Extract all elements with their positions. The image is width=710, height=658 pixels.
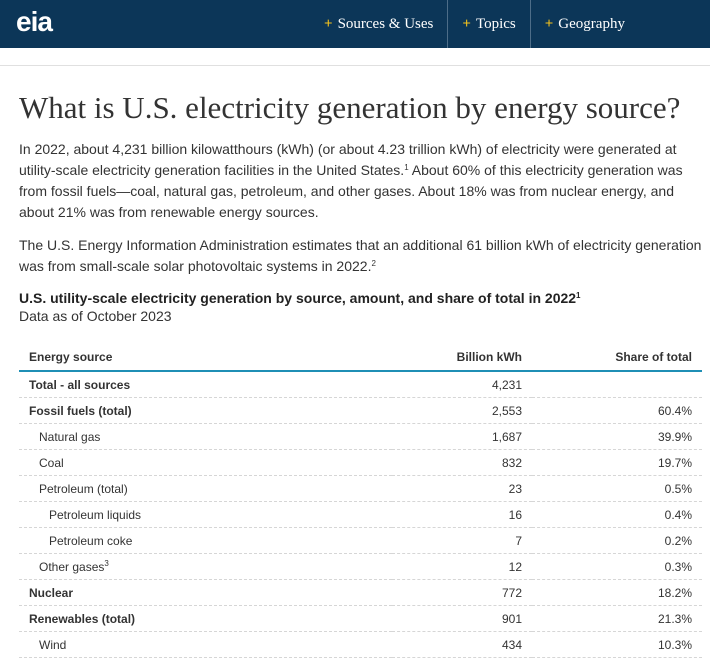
- table-row: Other gases3 12 0.3%: [19, 553, 702, 580]
- table-row: Total - all sources 4,231: [19, 371, 702, 398]
- share-cell: 18.2%: [532, 579, 702, 606]
- table-row: Petroleum coke 7 0.2%: [19, 527, 702, 554]
- table-row: Petroleum liquids 16 0.4%: [19, 501, 702, 528]
- kwh-cell: 12: [392, 553, 532, 580]
- footnote-ref[interactable]: 1: [576, 291, 581, 300]
- text: U.S. utility-scale electricity generatio…: [19, 290, 577, 306]
- share-cell: 0.3%: [532, 553, 702, 580]
- source-cell: Natural gas: [19, 423, 392, 450]
- share-cell: 60.4%: [532, 397, 702, 424]
- nav-label: Topics: [475, 16, 516, 32]
- table-row: Renewables (total) 901 21.3%: [19, 605, 702, 632]
- table-row: Natural gas 1,687 39.9%: [19, 423, 702, 450]
- source: Natural gas: [39, 429, 101, 444]
- nav-item[interactable]: + Geography: [529, 0, 639, 48]
- column-header: Billion kWh: [392, 344, 532, 372]
- paragraph: The U.S. Energy Information Administrati…: [19, 235, 706, 277]
- text: In 2022, about 4,231 billion kilowatthou…: [19, 141, 677, 178]
- table-row: Coal 832 19.7%: [19, 449, 702, 476]
- nav-label: Geography: [558, 16, 625, 32]
- share-cell: 21.3%: [532, 605, 702, 632]
- nav: + Sources & Uses + Topics + Geography: [310, 0, 639, 48]
- kwh-cell: 23: [392, 475, 532, 502]
- source-cell: Petroleum (total): [19, 475, 392, 502]
- source: Renewables (total): [29, 611, 136, 626]
- kwh-cell: 16: [392, 501, 532, 528]
- nav-item[interactable]: + Sources & Uses: [324, 16, 434, 32]
- column-header: Energy source: [19, 344, 392, 372]
- source-cell: Petroleum coke: [19, 527, 392, 554]
- footnote-ref[interactable]: 3: [104, 558, 109, 568]
- source: Other gases: [39, 559, 105, 574]
- source: Coal: [39, 455, 64, 470]
- share-cell: 0.4%: [532, 501, 702, 528]
- source-cell: Fossil fuels (total): [19, 397, 392, 424]
- kwh-cell: 832: [392, 449, 532, 476]
- table-row: Nuclear 772 18.2%: [19, 579, 702, 606]
- column-header: Share of total: [532, 344, 702, 372]
- page-title: What is U.S. electricity generation by e…: [19, 90, 681, 125]
- source: Nuclear: [29, 585, 74, 600]
- footnote-ref[interactable]: 1: [404, 163, 409, 172]
- header-row: Energy source Billion kWh Share of total: [19, 344, 702, 372]
- nav-label: Sources & Uses: [337, 16, 434, 32]
- text: About 60% of this electricity generation…: [19, 162, 683, 220]
- table-row: Fossil fuels (total) 2,553 60.4%: [19, 397, 702, 424]
- share-cell: 0.2%: [532, 527, 702, 554]
- top-bar: eia + Sources & Uses + Topics + Geography: [0, 0, 710, 48]
- paragraph: In 2022, about 4,231 billion kilowatthou…: [19, 139, 706, 223]
- source-cell: Petroleum liquids: [19, 501, 392, 528]
- share-cell: 19.7%: [532, 449, 702, 476]
- source: Total - all sources: [29, 377, 131, 392]
- kwh-cell: 4,231: [392, 371, 532, 398]
- share-cell: 39.9%: [532, 423, 702, 450]
- table-row: Petroleum (total) 23 0.5%: [19, 475, 702, 502]
- source: Petroleum coke: [49, 533, 133, 548]
- table-caption: U.S. utility-scale electricity generatio…: [19, 290, 710, 306]
- source: Petroleum (total): [39, 481, 128, 496]
- source-cell: Coal: [19, 449, 392, 476]
- source-cell: Total - all sources: [19, 371, 392, 398]
- footnote-ref[interactable]: 2: [371, 259, 376, 268]
- source: Petroleum liquids: [49, 507, 142, 522]
- nav-item[interactable]: + Topics: [447, 0, 529, 48]
- share-cell: 0.5%: [532, 475, 702, 502]
- share-cell: [532, 371, 702, 398]
- kwh-cell: 1,687: [392, 423, 532, 450]
- source: Fossil fuels (total): [29, 403, 132, 418]
- divider: [0, 48, 710, 66]
- kwh-cell: 7: [392, 527, 532, 554]
- data-table: Energy source Billion kWh Share of total…: [19, 344, 702, 658]
- table-body: Total - all sources 4,231 Fossil fuels (to…: [19, 371, 702, 658]
- kwh-cell: 772: [392, 579, 532, 606]
- kwh-cell: 901: [392, 605, 532, 632]
- table-subcaption: Data as of October 2023: [19, 308, 172, 324]
- source-cell: Renewables (total): [19, 605, 392, 632]
- text: The U.S. Energy Information Administrati…: [19, 237, 702, 274]
- kwh-cell: 2,553: [392, 397, 532, 424]
- logo[interactable]: eia: [16, 6, 53, 37]
- source-cell: Nuclear: [19, 579, 392, 606]
- source-cell: Other gases3: [19, 553, 392, 580]
